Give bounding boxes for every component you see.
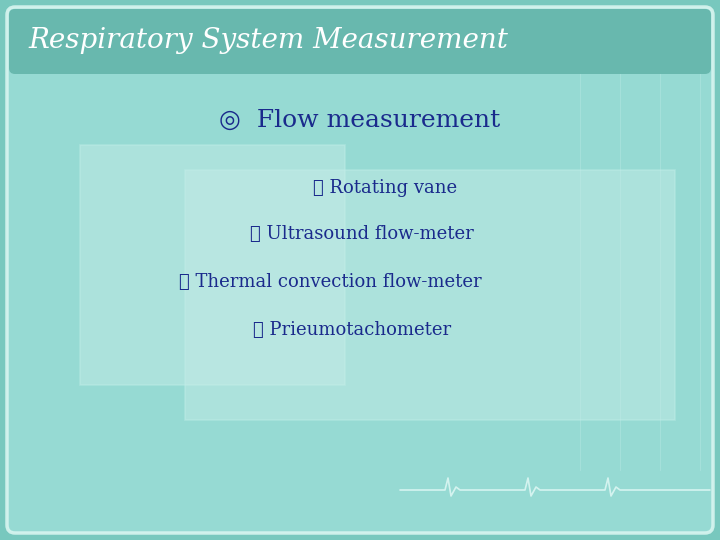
Bar — [185, 170, 675, 420]
Bar — [80, 145, 345, 385]
FancyBboxPatch shape — [9, 9, 711, 74]
Text: ② Ultrasound flow-meter: ② Ultrasound flow-meter — [250, 225, 474, 243]
Text: ④ Prieumotachometer: ④ Prieumotachometer — [253, 321, 451, 339]
Text: ◎  Flow measurement: ◎ Flow measurement — [220, 109, 500, 132]
Bar — [22, 40, 698, 68]
Text: Respiratory System Measurement: Respiratory System Measurement — [28, 28, 508, 55]
Text: ① Rotating vane: ① Rotating vane — [313, 179, 457, 197]
FancyBboxPatch shape — [7, 7, 713, 533]
Text: ③ Thermal convection flow-meter: ③ Thermal convection flow-meter — [179, 273, 481, 291]
